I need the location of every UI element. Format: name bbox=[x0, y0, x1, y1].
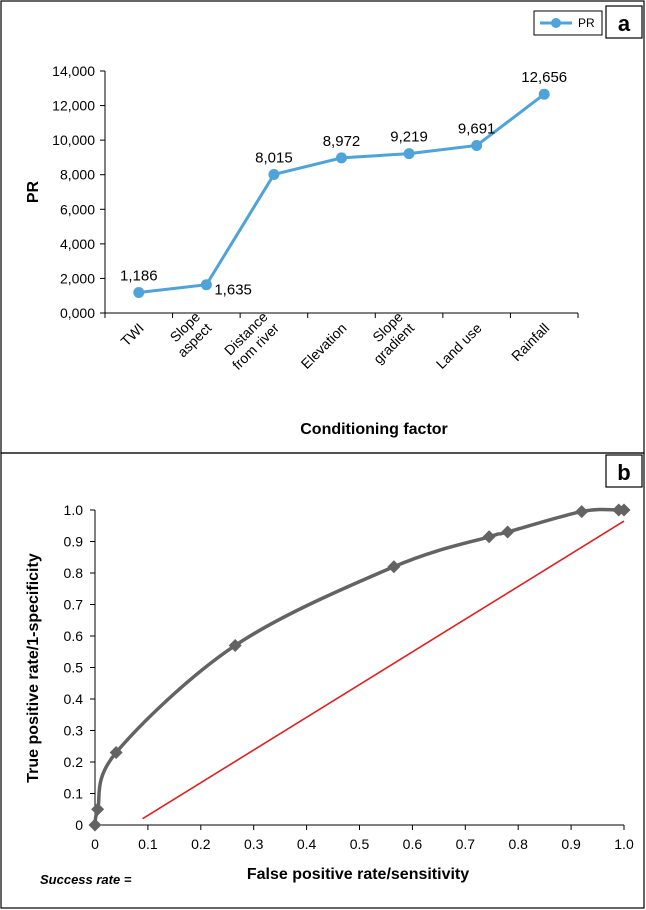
x-tick-label-a: Rainfall bbox=[508, 320, 552, 364]
roc-point-diamond bbox=[228, 638, 242, 652]
reference-line bbox=[142, 520, 625, 820]
x-tick-label-a: Land use bbox=[433, 320, 485, 372]
y-axis-title-b: True positive rate/1-specificity bbox=[25, 553, 42, 783]
roc-point-diamond bbox=[617, 503, 631, 517]
data-label-a: 8,972 bbox=[323, 133, 361, 150]
y-tick-label-b: 0.6 bbox=[64, 628, 84, 644]
x-tick-labels-a: TWI Slopeaspect Distancefrom river Elevatio… bbox=[104, 308, 579, 373]
roc-point-diamond bbox=[482, 530, 496, 544]
x-tick-label-b: 0.2 bbox=[191, 836, 211, 852]
legend-label: PR bbox=[578, 16, 595, 30]
x-tick-label-b: 0.8 bbox=[508, 836, 528, 852]
y-tick-label-a: 0,000 bbox=[60, 305, 95, 321]
data-point-a bbox=[268, 168, 280, 180]
y-tick-label-a: 8,000 bbox=[60, 167, 95, 183]
y-tick-label-b: 1.0 bbox=[64, 502, 84, 518]
y-tick-label-b: 0.3 bbox=[64, 723, 84, 739]
x-tick-label-b: 0.3 bbox=[244, 836, 264, 852]
y-tick-label-a: 12,000 bbox=[52, 98, 95, 114]
roc-point-diamond bbox=[91, 802, 105, 816]
panel-a-badge bbox=[605, 5, 643, 39]
roc-curve bbox=[93, 507, 626, 826]
x-tick-label-a: Slopeaspect bbox=[163, 308, 215, 360]
roc-point-diamond bbox=[109, 746, 123, 760]
data-labels-a: 1,186 1,635 8,015 8,972 9,219 9,691 12,656 bbox=[120, 69, 567, 299]
data-point-a bbox=[133, 286, 145, 298]
data-point-a bbox=[538, 88, 550, 100]
y-tick-label-b: 0.9 bbox=[64, 534, 84, 550]
y-tick-label-b: 0.5 bbox=[64, 660, 84, 676]
data-label-a: 1,186 bbox=[120, 267, 158, 284]
x-tick-label-b: 1.0 bbox=[614, 836, 634, 852]
y-tick-label-b: 0.8 bbox=[64, 565, 84, 581]
x-tick-label-b: 0.7 bbox=[456, 836, 476, 852]
panel-a-letter: a bbox=[618, 11, 631, 36]
data-label-a: 9,691 bbox=[458, 120, 496, 137]
y-tick-label-a: 14,000 bbox=[52, 63, 95, 79]
x-tick-label-a: TWI bbox=[117, 320, 146, 349]
panel-b-badge bbox=[605, 454, 643, 488]
x-tick-label-b: 0.4 bbox=[297, 836, 317, 852]
y-tick-label-a: 2,000 bbox=[60, 270, 95, 286]
y-tick-label-b: 0.4 bbox=[64, 691, 84, 707]
panel-b-frame bbox=[0, 452, 645, 909]
roc-point-diamond bbox=[575, 505, 589, 519]
y-tick-label-b: 0 bbox=[75, 817, 83, 833]
data-point-a bbox=[200, 279, 212, 291]
x-tick-label-a: Slopegradient bbox=[359, 308, 418, 367]
y-axis-title-a: PR bbox=[25, 180, 42, 203]
chart-a: 0,000 2,000 4,000 6,000 8,000 10,000 12,000 14,… bbox=[25, 63, 579, 438]
panel-b-letter: b bbox=[617, 460, 630, 485]
roc-point-diamond bbox=[88, 818, 102, 832]
roc-point-diamond bbox=[501, 525, 515, 539]
roc-point-diamond bbox=[387, 560, 401, 574]
data-label-a: 12,656 bbox=[521, 69, 567, 86]
y-tick-labels-b: 0 0.1 0.2 0.3 0.4 0.5 0.6 0.7 0.8 0.9 1.0 bbox=[64, 502, 95, 833]
roc-points bbox=[88, 503, 631, 832]
y-tick-label-a: 4,000 bbox=[60, 236, 95, 252]
x-tick-labels-b: 0 0.1 0.2 0.3 0.4 0.5 0.6 0.7 0.8 0.9 1.0 bbox=[91, 825, 634, 852]
data-label-a: 8,015 bbox=[255, 149, 293, 166]
x-axis-title-a: Conditioning factor bbox=[300, 421, 448, 438]
data-point-a bbox=[336, 152, 347, 164]
x-tick-label-a: Elevation bbox=[298, 320, 350, 372]
success-rate-note: Success rate = bbox=[40, 872, 132, 887]
x-tick-label-b: 0 bbox=[91, 836, 99, 852]
x-tick-label-b: 0.6 bbox=[403, 836, 423, 852]
legend: PR bbox=[533, 10, 603, 36]
chart-b: 00.10.20.30.40.50.60.70.80.91.0 0 0.1 0.2 0… bbox=[25, 502, 634, 887]
data-label-a: 9,219 bbox=[390, 129, 428, 146]
y-tick-label-b: 0.1 bbox=[64, 786, 84, 802]
y-tick-label-a: 6,000 bbox=[60, 201, 95, 217]
y-tick-label-a: 10,000 bbox=[52, 132, 95, 148]
data-point-a bbox=[403, 148, 415, 160]
y-tick-label-b: 0.2 bbox=[64, 754, 84, 770]
data-label-a: 1,635 bbox=[214, 282, 252, 299]
data-point-a bbox=[471, 139, 483, 151]
x-axis-title-b: False positive rate/sensitivity bbox=[247, 866, 469, 883]
y-tick-label-b: 0.7 bbox=[64, 597, 84, 613]
data-points-a bbox=[133, 88, 550, 298]
x-tick-label-b: 0.1 bbox=[138, 836, 158, 852]
x-tick-label-b: 0.9 bbox=[561, 836, 581, 852]
x-tick-label-a: Distancefrom river bbox=[218, 308, 283, 373]
x-tick-label-b: 0.5 bbox=[350, 836, 370, 852]
y-tick-labels-a: 0,000 2,000 4,000 6,000 8,000 10,000 12,000 14,… bbox=[52, 63, 105, 321]
legend-marker bbox=[551, 18, 561, 28]
